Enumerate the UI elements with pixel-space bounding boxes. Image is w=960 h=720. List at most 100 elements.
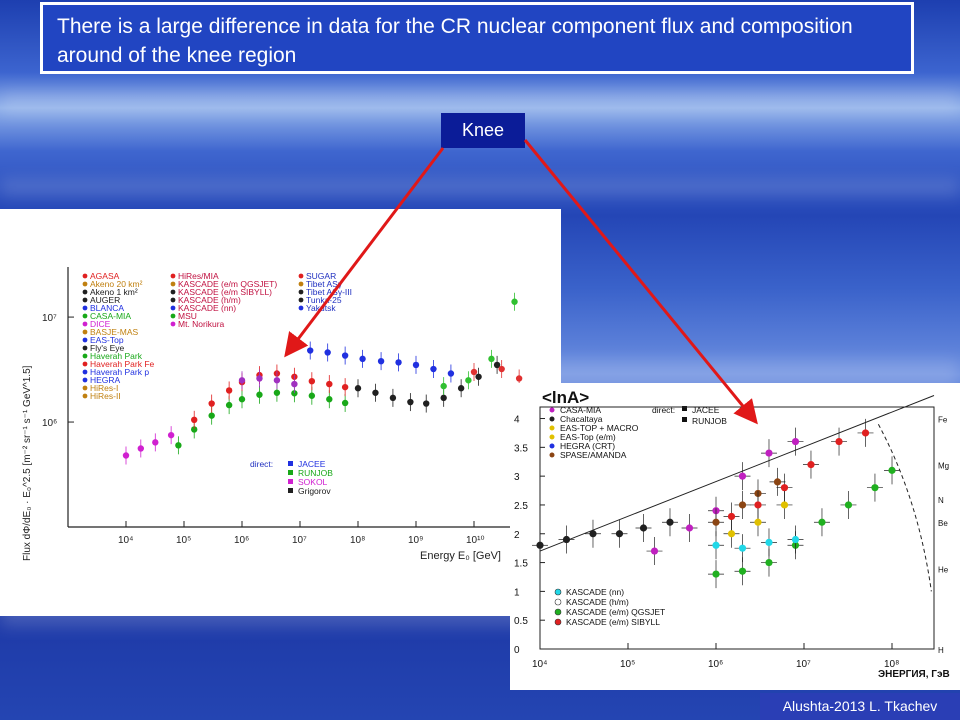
lna-point [844, 501, 853, 509]
flux-point [152, 439, 159, 446]
flux-point [291, 380, 298, 388]
flux-point [498, 365, 505, 373]
lna-point [835, 437, 843, 446]
flux-legend-marker [170, 297, 176, 303]
flux-point [389, 394, 397, 402]
flux-point [291, 390, 298, 397]
flux-legend-marker [82, 377, 88, 383]
flux-x-tick-label: 10¹⁰ [466, 535, 484, 546]
lna-x-tick-label: 10⁸ [884, 659, 899, 670]
flux-legend-marker [288, 488, 293, 493]
lna-x-label: ЭНЕРГИЯ, ГэВ [878, 669, 950, 680]
flux-x-tick-label: 10⁸ [350, 535, 365, 546]
lna-y-tick-label: 3.5 [514, 443, 528, 454]
flux-legend-marker [82, 353, 88, 359]
flux-x-tick-label: 10⁵ [176, 535, 191, 546]
flux-y-label: Flux dΦ/dE₀ · E₀^2.5 [m⁻² sr⁻¹ s⁻¹ GeV^1… [22, 365, 33, 561]
flux-legend-marker [170, 289, 176, 295]
knee-label: Knee [441, 113, 525, 148]
flux-point [191, 416, 198, 424]
flux-point [354, 385, 362, 392]
flux-legend-entry: EAS-Top [90, 335, 124, 345]
lna-point [738, 567, 747, 575]
lna-right-label: H [938, 646, 944, 655]
flux-legend-entry: BLANCA [90, 303, 124, 313]
flux-point [430, 365, 437, 373]
flux-legend-marker [82, 361, 88, 367]
flux-point [412, 361, 420, 369]
flux-legend-entry: HiRes-I [90, 383, 118, 393]
lna-legend-entry: HEGRA (CRT) [560, 441, 615, 451]
flux-point [440, 382, 447, 390]
flux-point [423, 400, 430, 407]
flux-chart-panel: Flux dΦ/dE₀ · E₀^2.5 [m⁻² sr⁻¹ s⁻¹ GeV^1… [0, 209, 561, 616]
lna-point [615, 530, 624, 538]
lna-point [712, 518, 720, 526]
flux-legend-entry: Haverah Park p [90, 367, 149, 377]
flux-point [208, 400, 215, 407]
lna-legend-marker [549, 452, 555, 458]
flux-point [137, 445, 145, 452]
lna-legend-marker [549, 416, 555, 422]
lna-legend-marker [554, 598, 562, 606]
flux-legend-marker [170, 281, 176, 287]
lna-legend-marker [554, 618, 562, 626]
lna-right-label: Mg [938, 462, 949, 471]
lna-point [639, 524, 648, 532]
flux-legend-direct-title: direct: [250, 459, 273, 469]
lna-point [807, 461, 815, 469]
flux-legend-entry: Akeno 20 km² [90, 279, 143, 289]
lna-y-tick-label: 0.5 [514, 616, 528, 627]
flux-point [308, 392, 316, 399]
flux-legend-entry: KASCADE (e/m SIBYLL) [178, 287, 272, 297]
flux-legend-entry: Yakutsk [306, 303, 336, 313]
flux-legend-marker [298, 273, 304, 279]
flux-legend-marker [82, 281, 88, 287]
lna-x-tick-label: 10⁷ [796, 659, 811, 670]
flux-point [238, 396, 246, 403]
lna-point [780, 484, 789, 492]
flux-legend-entry: KASCADE (nn) [178, 303, 236, 313]
flux-point [465, 377, 472, 384]
lna-point [650, 547, 659, 555]
flux-x-tick-label: 10⁷ [292, 535, 307, 546]
flux-legend-marker [298, 305, 304, 311]
lna-point [754, 501, 762, 509]
lna-legend-entry: KASCADE (nn) [566, 587, 624, 597]
lna-point [754, 518, 762, 526]
flux-point [341, 352, 349, 359]
flux-point [273, 377, 281, 384]
title-box: There is a large difference in data for … [40, 2, 914, 74]
flux-legend-marker [298, 289, 304, 295]
flux-x-tick-label: 10⁴ [118, 535, 133, 546]
lna-legend-entry: SPASE/AMANDA [560, 450, 627, 460]
lna-y-tick-label: 4 [514, 415, 520, 426]
lna-legend-marker [554, 588, 562, 596]
flux-legend-entry: Fly's Eye [90, 343, 124, 353]
lna-y-tick-label: 1 [514, 587, 520, 598]
flux-point [457, 385, 465, 392]
lna-right-label: N [938, 496, 944, 505]
lna-point [765, 449, 773, 457]
lna-point [738, 501, 747, 509]
flux-legend-marker [288, 470, 293, 475]
flux-point [447, 370, 455, 377]
flux-point [256, 391, 263, 398]
flux-legend-entry: Haverah Park Fe [90, 359, 155, 369]
lna-point [666, 518, 674, 526]
flux-point [377, 357, 385, 365]
flux-point [122, 452, 130, 459]
lna-legend-marker [549, 425, 555, 431]
lna-point [818, 518, 826, 526]
lna-point [888, 466, 896, 474]
lna-y-tick-label: 3 [514, 472, 520, 483]
flux-point [395, 359, 402, 366]
flux-point [167, 431, 175, 439]
flux-legend-marker [82, 329, 88, 335]
flux-legend-marker [82, 345, 88, 351]
lna-legend-entry: KASCADE (e/m) QGSJET [566, 607, 665, 617]
lna-point [712, 570, 720, 578]
flux-point [372, 389, 379, 396]
flux-point [407, 398, 414, 406]
